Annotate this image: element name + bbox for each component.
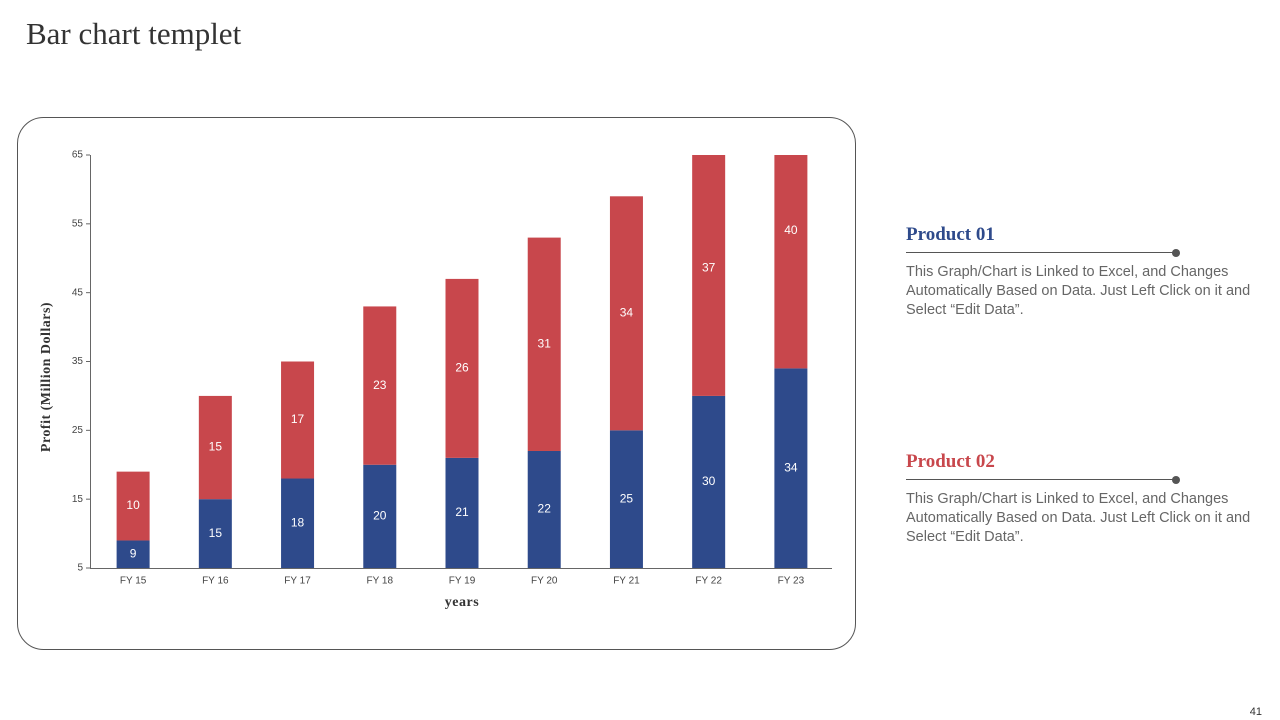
x-axis-title: years	[445, 595, 479, 610]
x-tick-label: FY 15	[120, 576, 147, 587]
slide-title: Bar chart templet	[26, 16, 242, 51]
y-tick-label: 15	[72, 494, 84, 505]
bar-segment	[692, 155, 726, 396]
data-label: 21	[455, 505, 469, 519]
data-label: 30	[702, 474, 716, 488]
data-label: 17	[291, 412, 305, 426]
page-number: 41	[1249, 706, 1262, 718]
data-label: 23	[373, 378, 387, 392]
data-label: 22	[538, 502, 552, 516]
data-label: 10	[126, 498, 140, 512]
y-tick-label: 45	[72, 287, 84, 298]
bar-segment	[609, 430, 643, 568]
bar-segment	[281, 361, 315, 479]
data-label: 34	[620, 305, 634, 319]
bar-segment	[281, 478, 315, 568]
bar-segment	[198, 499, 232, 568]
y-tick-label: 65	[72, 150, 84, 161]
bar-segment	[692, 395, 726, 568]
x-tick-label: FY 20	[531, 576, 558, 587]
bar-segment	[363, 464, 397, 568]
bar-segment	[774, 155, 808, 369]
bar-segment	[363, 306, 397, 465]
x-tick-label: FY 17	[284, 576, 311, 587]
bar-segment	[774, 368, 808, 568]
bar-segment	[116, 471, 150, 541]
data-label: 9	[130, 546, 137, 560]
bar-segment	[527, 237, 561, 451]
x-tick-label: FY 18	[367, 576, 394, 587]
bar-segment	[445, 457, 479, 568]
bar-segment	[445, 278, 479, 458]
y-tick-label: 55	[72, 218, 84, 229]
divider	[906, 248, 1180, 257]
bar-segment	[116, 540, 150, 568]
legend-product-02: Product 02 This Graph/Chart is Linked to…	[906, 451, 1268, 547]
chart-frame	[17, 117, 856, 650]
x-tick-label: FY 19	[449, 576, 476, 587]
data-label: 15	[209, 440, 223, 454]
data-label: 26	[455, 361, 469, 375]
y-tick-label: 25	[72, 425, 84, 436]
divider	[906, 475, 1180, 484]
legend-product-01: Product 01 This Graph/Chart is Linked to…	[906, 224, 1268, 320]
data-label: 15	[209, 526, 223, 540]
x-tick-label: FY 21	[613, 576, 640, 587]
legend-name: Product 01	[906, 224, 995, 245]
data-label: 25	[620, 491, 634, 505]
data-label: 40	[784, 223, 798, 237]
x-tick-label: FY 16	[202, 576, 229, 587]
bar-segment	[527, 450, 561, 568]
y-tick-label: 35	[72, 356, 84, 367]
bars	[116, 155, 808, 568]
data-label: 31	[538, 336, 552, 350]
bar-segment	[198, 395, 232, 500]
x-tick-label: FY 23	[778, 576, 805, 587]
description: This Graph/Chart is Linked to Excel, and…	[906, 264, 1251, 318]
bar-segment	[609, 196, 643, 431]
data-label: 18	[291, 515, 305, 529]
data-label: 34	[784, 460, 798, 474]
data-label: 20	[373, 509, 387, 523]
y-axis-title: Profit (Million Dollars)	[39, 302, 54, 452]
y-tick-label: 5	[77, 563, 83, 574]
description: This Graph/Chart is Linked to Excel, and…	[906, 491, 1251, 545]
data-label: 37	[702, 261, 716, 275]
legend-name: Product 02	[906, 451, 995, 472]
x-tick-label: FY 22	[695, 576, 722, 587]
